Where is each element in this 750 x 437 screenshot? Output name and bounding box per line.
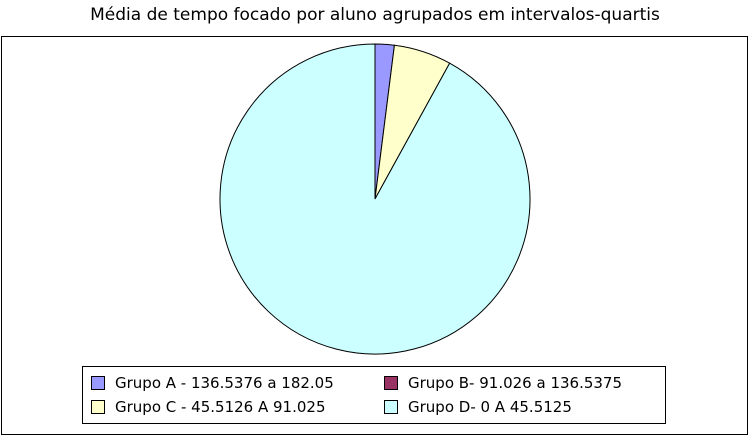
- legend-label-grupo-d: Grupo D- 0 A 45.5125: [408, 398, 572, 416]
- legend-item-grupo-d: Grupo D- 0 A 45.5125: [384, 396, 572, 418]
- legend-swatch-grupo-a: [91, 376, 105, 390]
- legend-item-grupo-c: Grupo C - 45.5126 A 91.025: [91, 396, 326, 418]
- pie-slice-grupo-d: [219, 43, 531, 355]
- legend-swatch-grupo-d: [384, 400, 398, 414]
- plot-area-frame: [1, 36, 748, 435]
- legend-label-grupo-a: Grupo A - 136.5376 a 182.05: [115, 374, 334, 392]
- pie-slices: [219, 43, 531, 355]
- legend-label-grupo-c: Grupo C - 45.5126 A 91.025: [115, 398, 326, 416]
- legend-swatch-grupo-b: [384, 376, 398, 390]
- legend-swatch-grupo-c: [91, 400, 105, 414]
- chart-title: Média de tempo focado por aluno agrupado…: [90, 5, 660, 25]
- legend: Grupo A - 136.5376 a 182.05 Grupo B- 91.…: [82, 366, 666, 424]
- legend-item-grupo-b: Grupo B- 91.026 a 136.5375: [384, 372, 622, 394]
- legend-item-grupo-a: Grupo A - 136.5376 a 182.05: [91, 372, 334, 394]
- legend-label-grupo-b: Grupo B- 91.026 a 136.5375: [408, 374, 623, 392]
